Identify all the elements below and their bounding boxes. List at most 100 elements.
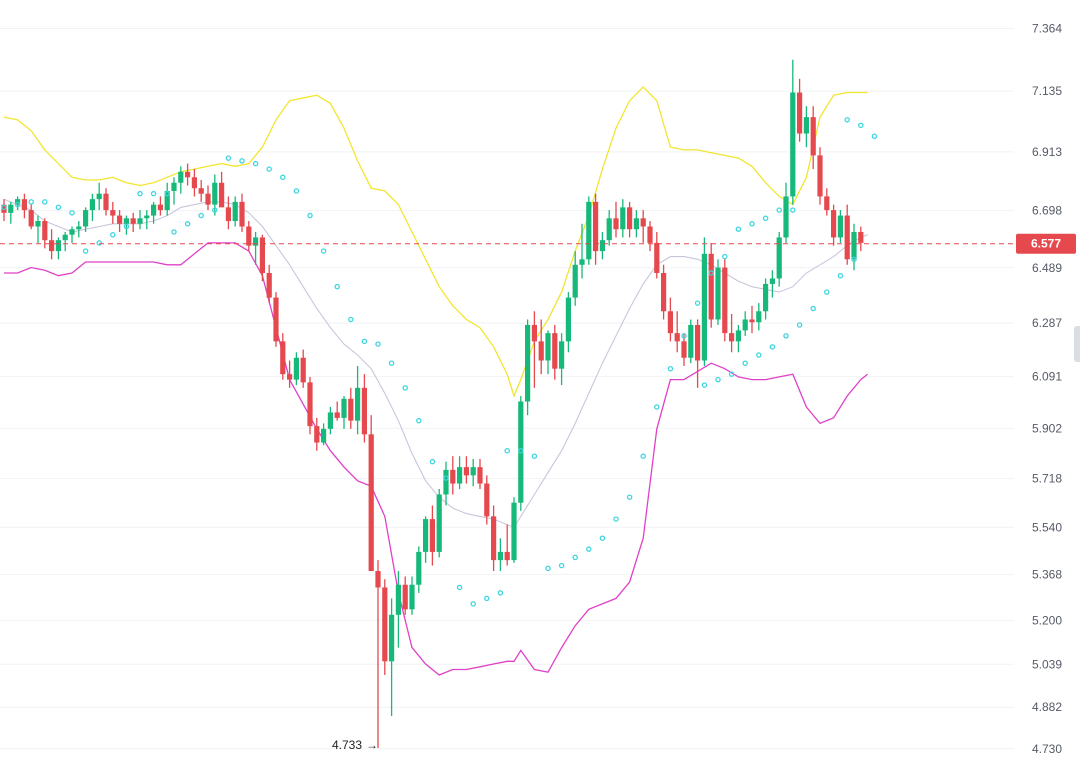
candle[interactable] (321, 423, 327, 446)
candle[interactable] (21, 193, 27, 219)
candle[interactable] (858, 226, 864, 252)
candle[interactable] (477, 458, 483, 490)
candle[interactable] (803, 106, 809, 148)
candle[interactable] (89, 193, 95, 222)
candle[interactable] (674, 311, 680, 353)
candle[interactable] (627, 201, 633, 238)
candle[interactable] (416, 546, 422, 593)
candle[interactable] (667, 297, 673, 342)
candle[interactable] (117, 210, 123, 232)
candle[interactable] (504, 524, 510, 566)
candle[interactable] (599, 231, 605, 260)
candle[interactable] (96, 182, 102, 211)
candle[interactable] (552, 324, 558, 380)
candle[interactable] (586, 196, 592, 265)
candle[interactable] (144, 210, 150, 230)
candle[interactable] (178, 166, 184, 194)
candle[interactable] (62, 231, 68, 252)
candle[interactable] (103, 188, 109, 216)
candle[interactable] (137, 210, 143, 230)
candle[interactable] (375, 560, 381, 748)
candle[interactable] (790, 59, 796, 205)
candle[interactable] (776, 231, 782, 287)
candle[interactable] (280, 333, 286, 380)
candle[interactable] (389, 598, 395, 716)
candle[interactable] (35, 215, 41, 243)
candle[interactable] (457, 456, 463, 490)
candle[interactable] (409, 576, 415, 615)
candle[interactable] (661, 264, 667, 320)
candle[interactable] (69, 226, 75, 243)
candle[interactable] (293, 352, 299, 386)
candle[interactable] (470, 458, 476, 487)
candle[interactable] (287, 360, 293, 388)
candle[interactable] (49, 229, 55, 260)
candle[interactable] (164, 182, 170, 216)
candle[interactable] (783, 182, 789, 243)
candle[interactable] (436, 489, 442, 558)
candle[interactable] (620, 199, 626, 238)
candle[interactable] (572, 251, 578, 306)
y-axis[interactable]: 7.364 7.135 6.913 6.698 6.489 6.287 6.091 5.902… (1032, 22, 1062, 756)
candle[interactable] (763, 278, 769, 320)
candle[interactable] (769, 270, 775, 298)
candle[interactable] (83, 207, 89, 232)
candle[interactable] (205, 185, 211, 211)
candle[interactable] (348, 387, 354, 429)
candle[interactable] (225, 196, 231, 230)
candle[interactable] (361, 374, 367, 443)
candle[interactable] (579, 223, 585, 279)
candle[interactable] (198, 180, 204, 202)
candle[interactable] (266, 264, 272, 304)
candle[interactable] (491, 505, 497, 572)
candle[interactable] (402, 576, 408, 615)
candle[interactable] (715, 259, 721, 325)
candle[interactable] (497, 538, 503, 572)
candle[interactable] (722, 259, 728, 342)
candle[interactable] (749, 305, 755, 334)
candle[interactable] (593, 193, 599, 265)
candle[interactable] (450, 456, 456, 495)
candle[interactable] (824, 188, 830, 216)
candle[interactable] (538, 319, 544, 375)
candle[interactable] (253, 231, 259, 265)
candle[interactable] (157, 196, 163, 216)
candle[interactable] (511, 497, 517, 563)
candle[interactable] (28, 204, 34, 230)
candle[interactable] (334, 401, 340, 421)
candle[interactable] (300, 349, 306, 388)
candle[interactable] (695, 319, 701, 388)
candle[interactable] (429, 505, 435, 566)
candle[interactable] (817, 147, 823, 205)
scroll-handle[interactable] (1074, 326, 1080, 362)
candle[interactable] (327, 406, 333, 435)
candle[interactable] (613, 201, 619, 238)
candle[interactable] (810, 106, 816, 170)
candle[interactable] (8, 201, 14, 224)
candle[interactable] (742, 311, 748, 336)
candle[interactable] (463, 456, 469, 484)
candle[interactable] (314, 417, 320, 451)
candle[interactable] (355, 365, 361, 435)
candle[interactable] (185, 163, 191, 186)
candle[interactable] (756, 303, 762, 331)
candle[interactable] (219, 171, 225, 208)
candle[interactable] (484, 475, 490, 525)
candle[interactable] (735, 324, 741, 353)
candle[interactable] (341, 396, 347, 429)
candle[interactable] (42, 218, 48, 249)
candle[interactable] (76, 221, 82, 238)
candle[interactable] (443, 461, 449, 506)
candle[interactable] (212, 174, 218, 216)
candle[interactable] (151, 201, 157, 224)
candle[interactable] (831, 204, 837, 246)
candle[interactable] (246, 221, 252, 252)
candle[interactable] (232, 196, 238, 227)
candle[interactable] (130, 212, 136, 232)
candle[interactable] (259, 234, 265, 282)
candle[interactable] (191, 169, 197, 197)
candle[interactable] (559, 333, 565, 386)
candle[interactable] (525, 319, 531, 416)
candle[interactable] (851, 223, 857, 271)
